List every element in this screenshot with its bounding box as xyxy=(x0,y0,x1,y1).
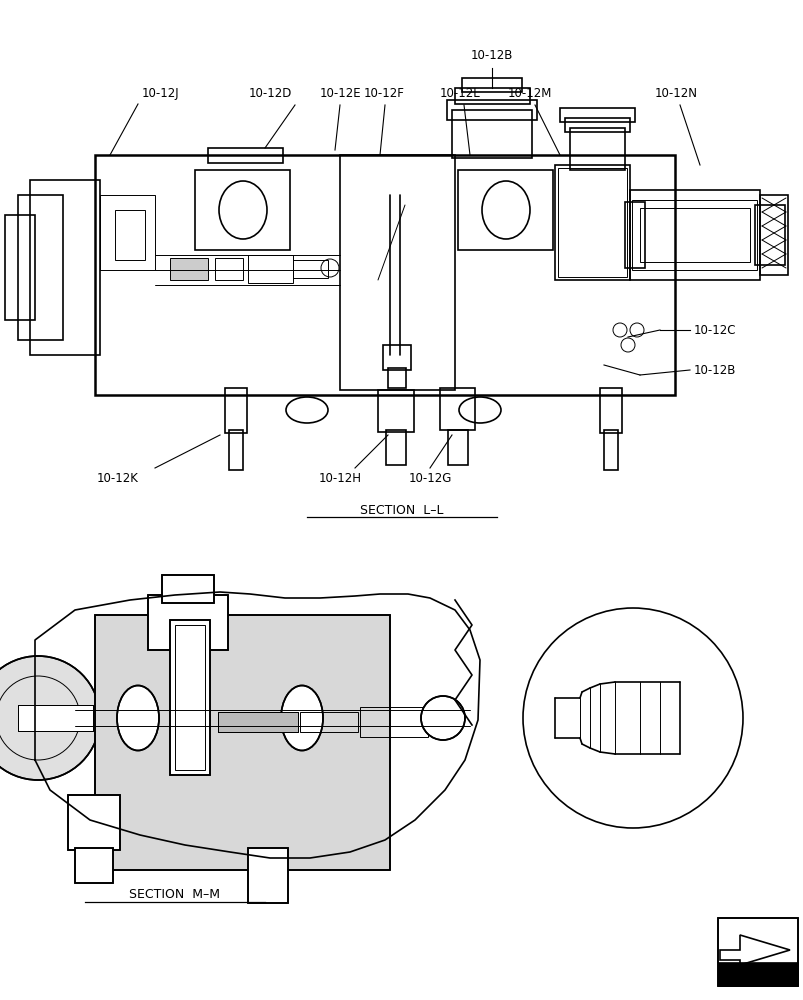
Bar xyxy=(68,795,120,850)
Bar xyxy=(754,205,784,265)
Bar xyxy=(218,712,298,732)
Text: 10-12M: 10-12M xyxy=(507,87,552,100)
Bar xyxy=(218,712,298,732)
Bar xyxy=(759,195,787,275)
Text: 10-12N: 10-12N xyxy=(654,87,697,100)
Text: 10-12D: 10-12D xyxy=(248,87,291,100)
Bar xyxy=(388,368,406,388)
Text: 10-12J: 10-12J xyxy=(142,87,179,100)
Bar xyxy=(439,388,475,430)
Bar xyxy=(717,918,797,986)
Text: 10-12K: 10-12K xyxy=(97,472,139,485)
Bar xyxy=(451,110,532,158)
Bar xyxy=(169,620,210,775)
Ellipse shape xyxy=(117,686,159,750)
Bar xyxy=(340,155,454,390)
Bar xyxy=(30,180,100,355)
Bar xyxy=(18,705,93,731)
Bar xyxy=(447,430,467,465)
Bar xyxy=(458,170,552,250)
Bar xyxy=(630,190,759,280)
Text: 10-12G: 10-12G xyxy=(408,472,451,485)
Bar xyxy=(75,848,113,883)
Bar xyxy=(599,388,622,433)
Bar xyxy=(225,388,247,433)
Bar xyxy=(5,215,35,320)
Text: 10-12F: 10-12F xyxy=(363,87,404,100)
Text: 10-12H: 10-12H xyxy=(318,472,361,485)
Polygon shape xyxy=(717,962,797,986)
Bar xyxy=(560,108,634,122)
Bar xyxy=(169,258,208,280)
Bar xyxy=(382,345,410,370)
Bar xyxy=(195,170,290,250)
Bar xyxy=(292,260,328,278)
Bar xyxy=(247,255,292,283)
Bar xyxy=(603,430,618,470)
Bar xyxy=(360,707,427,737)
Circle shape xyxy=(421,696,464,740)
Bar xyxy=(229,430,243,470)
Bar xyxy=(247,848,287,903)
Bar xyxy=(639,208,749,262)
Bar xyxy=(148,595,228,650)
Bar xyxy=(95,615,389,870)
Ellipse shape xyxy=(281,686,323,750)
Text: 10-12E: 10-12E xyxy=(319,87,361,100)
Bar xyxy=(68,795,120,850)
Bar xyxy=(377,390,414,432)
Text: 10-12L: 10-12L xyxy=(439,87,479,100)
Bar xyxy=(462,78,521,92)
Bar xyxy=(175,625,205,770)
Bar xyxy=(100,195,155,270)
Bar xyxy=(18,705,93,731)
Bar xyxy=(557,168,626,277)
Bar xyxy=(300,712,357,732)
Circle shape xyxy=(0,656,100,780)
Bar xyxy=(454,88,529,104)
Bar xyxy=(161,575,214,603)
Bar xyxy=(18,195,63,340)
Bar xyxy=(631,200,756,270)
Bar xyxy=(161,575,214,603)
Text: SECTION  M–M: SECTION M–M xyxy=(129,888,220,901)
Polygon shape xyxy=(719,935,789,965)
Bar xyxy=(208,148,283,163)
Bar xyxy=(214,258,243,280)
Bar xyxy=(624,202,644,268)
Bar xyxy=(75,848,113,883)
Bar xyxy=(247,848,287,903)
Bar xyxy=(169,620,210,775)
Bar xyxy=(95,155,675,395)
Bar xyxy=(95,615,389,870)
Text: 10-12C: 10-12C xyxy=(693,324,736,336)
Text: SECTION  L–L: SECTION L–L xyxy=(360,504,443,516)
Bar xyxy=(115,210,145,260)
Text: 10-12B: 10-12B xyxy=(471,49,512,62)
Bar xyxy=(569,128,624,170)
Bar xyxy=(385,430,406,465)
Bar xyxy=(565,118,630,132)
Bar xyxy=(446,100,536,120)
Text: 10-12B: 10-12B xyxy=(693,363,736,376)
Bar xyxy=(554,165,630,280)
Bar xyxy=(148,595,228,650)
Bar xyxy=(717,918,797,986)
